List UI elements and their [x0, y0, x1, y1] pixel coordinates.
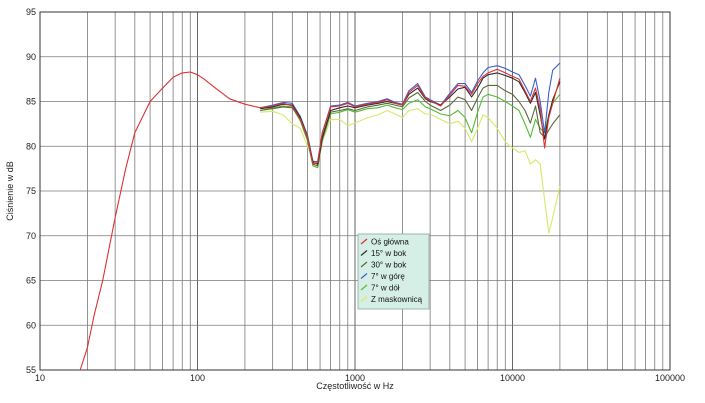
y-tick-label: 85 — [26, 97, 36, 107]
legend-label: 7° w górę — [371, 272, 405, 281]
series-line — [260, 84, 561, 167]
series-line — [260, 62, 561, 163]
legend-swatch — [360, 284, 368, 291]
y-tick-label: 80 — [26, 141, 36, 151]
legend-label: 30° w bok — [371, 261, 407, 270]
series-line — [79, 68, 561, 371]
legend-swatch — [360, 238, 368, 245]
x-tick-label: 100 — [190, 373, 205, 383]
y-tick-label: 90 — [26, 52, 36, 62]
x-tick-label: 1000 — [345, 373, 365, 383]
x-tick-label: 100000 — [655, 373, 685, 383]
x-tick-label: 10 — [35, 373, 45, 383]
legend-swatch — [360, 296, 368, 302]
legend-box — [357, 233, 430, 310]
legend-label: 15° w bok — [371, 249, 407, 258]
plot-frame — [39, 11, 671, 371]
legend-label: 7° w dół — [371, 284, 400, 293]
legend-swatch — [360, 273, 368, 279]
y-tick-label: 70 — [26, 231, 36, 241]
y-axis-title: Ciśnienie w dB — [5, 161, 15, 221]
legend: Oś główna 15° w bok 30° w bok 7° w górę 7° w… — [357, 233, 430, 310]
y-tick-label: 55 — [26, 365, 36, 375]
series-line — [260, 93, 561, 169]
x-tick-label: 10000 — [500, 373, 525, 383]
y-tick-label: 75 — [26, 186, 36, 196]
series-layer — [79, 62, 561, 371]
legend-swatch — [360, 261, 368, 268]
x-axis-title: Częstotliwość w Hz — [316, 381, 394, 391]
series-line — [260, 72, 561, 165]
legend-label: Oś główna — [371, 238, 409, 247]
legend-label: Z maskownicą — [371, 295, 423, 304]
y-tick-label: 60 — [26, 320, 36, 330]
tick-labels: 10 100 1000 10000 100000 55 60 65 70 75 80 85 90 95 — [26, 7, 685, 383]
y-tick-label: 65 — [26, 276, 36, 286]
legend-swatch — [360, 250, 368, 256]
y-tick-label: 95 — [26, 7, 36, 17]
